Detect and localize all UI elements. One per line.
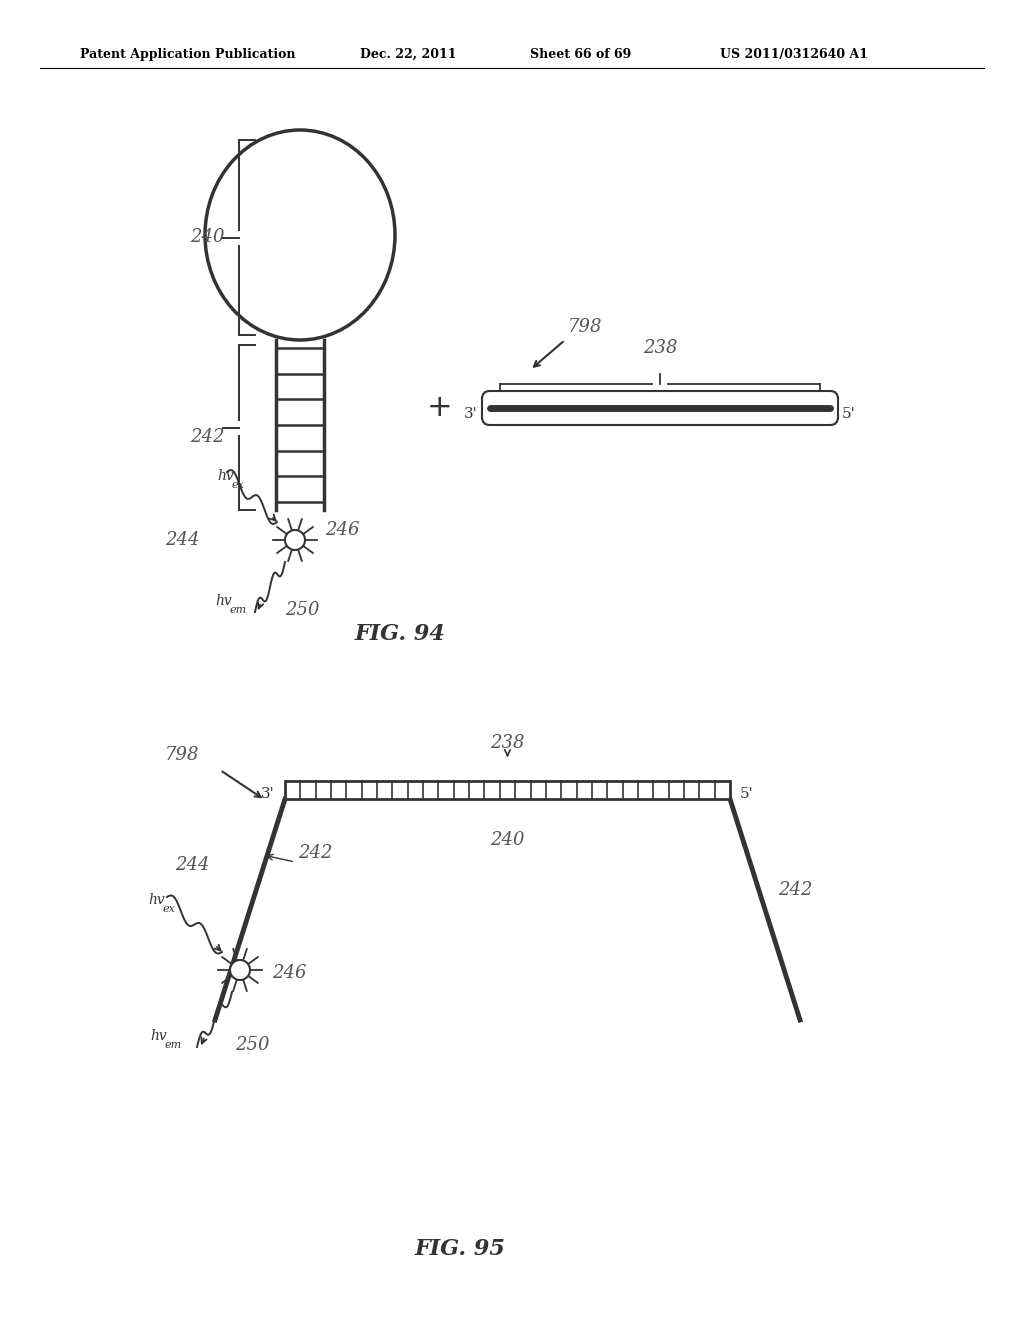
Text: 798: 798 [165, 746, 200, 764]
Text: 246: 246 [325, 521, 359, 539]
Text: ex: ex [163, 904, 176, 913]
FancyBboxPatch shape [482, 391, 838, 425]
Text: 250: 250 [285, 601, 319, 619]
Text: FIG. 95: FIG. 95 [415, 1238, 506, 1261]
Text: 242: 242 [298, 843, 333, 862]
Text: 242: 242 [778, 880, 812, 899]
Text: 244: 244 [165, 531, 200, 549]
Text: 240: 240 [490, 832, 524, 849]
Text: 238: 238 [490, 734, 524, 752]
Text: em: em [165, 1040, 182, 1049]
Text: em: em [230, 605, 247, 615]
Text: 5': 5' [740, 787, 754, 801]
Text: Patent Application Publication: Patent Application Publication [80, 48, 296, 61]
Text: 250: 250 [234, 1036, 269, 1053]
Text: hv: hv [217, 469, 233, 483]
Text: hv: hv [148, 894, 165, 907]
Text: 246: 246 [272, 964, 306, 982]
Text: Dec. 22, 2011: Dec. 22, 2011 [360, 48, 457, 61]
Circle shape [230, 960, 250, 979]
Text: 242: 242 [190, 429, 224, 446]
Text: FIG. 94: FIG. 94 [354, 623, 445, 645]
Text: 240: 240 [190, 228, 224, 247]
Text: ex: ex [232, 480, 245, 490]
Text: US 2011/0312640 A1: US 2011/0312640 A1 [720, 48, 868, 61]
Text: hv: hv [150, 1030, 167, 1043]
Text: +: + [427, 393, 453, 422]
Text: 3': 3' [261, 787, 275, 801]
Circle shape [285, 531, 305, 550]
Text: 5': 5' [842, 407, 856, 421]
Text: 3': 3' [464, 407, 478, 421]
Text: hv: hv [215, 594, 231, 609]
Text: 798: 798 [568, 318, 602, 337]
Text: 238: 238 [643, 339, 677, 356]
Text: Sheet 66 of 69: Sheet 66 of 69 [530, 48, 631, 61]
Text: 244: 244 [175, 855, 210, 874]
Bar [285, 781, 730, 799]
